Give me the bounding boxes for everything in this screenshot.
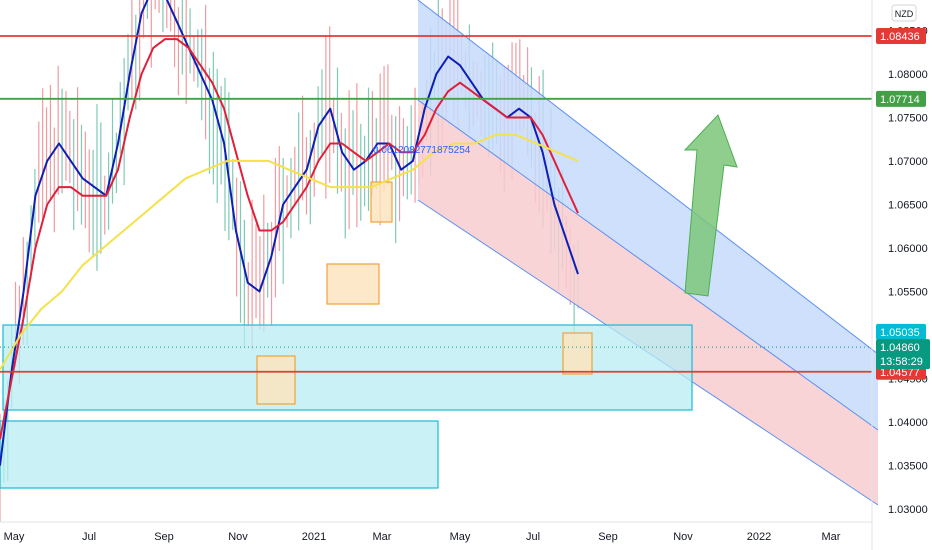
x-tick-label: May [4, 531, 25, 543]
channel-top-line [417, 0, 879, 355]
channel-upper-zone [418, 0, 878, 430]
order-block [562, 332, 593, 375]
x-tick-label: Nov [228, 531, 248, 543]
x-tick-label: Jul [526, 531, 540, 543]
measure-annotation: 0.0612082771875254 [373, 145, 471, 156]
y-tick-label: 1.06000 [888, 243, 928, 255]
x-tick-label: Mar [822, 531, 841, 543]
channel-mid-line [417, 99, 879, 431]
x-axis: May Jul Sep Nov 2021 Mar May Jul Sep Nov 2022 Mar [4, 531, 841, 543]
order-block [256, 355, 296, 405]
current-price-label: 1.04860 [880, 342, 920, 354]
countdown-label: 13:58:29 [880, 356, 923, 368]
x-tick-label: Sep [154, 531, 174, 543]
current-price-badge [876, 339, 930, 370]
price-badge-label: 1.07714 [880, 94, 920, 106]
y-tick-label: 1.08000 [888, 69, 928, 81]
x-tick-label: 2022 [747, 531, 771, 543]
moving-average-line [0, 0, 579, 466]
y-tick-label: 1.06500 [888, 199, 928, 211]
x-tick-label: Sep [598, 531, 618, 543]
bullish-arrow [683, 114, 738, 297]
x-tick-label: Mar [373, 531, 392, 543]
y-tick-label: 1.04000 [888, 417, 928, 429]
order-block [370, 181, 393, 223]
price-badge [876, 28, 926, 45]
price-badge-label: 1.05035 [880, 327, 920, 339]
price-levels [0, 35, 872, 373]
y-tick-label: 1.07500 [888, 112, 928, 124]
x-tick-label: 2021 [302, 531, 326, 543]
drawings [0, 0, 879, 506]
channel-lower-zone [418, 100, 878, 505]
y-tick-label: 1.05500 [888, 286, 928, 298]
price-badge-label: 1.04577 [880, 367, 920, 379]
x-tick-label: May [450, 531, 471, 543]
price-badge-label: 1.08436 [880, 31, 920, 43]
y-axis: 1.085001.080001.075001.070001.065001.060… [888, 25, 928, 516]
price-badge [876, 323, 926, 340]
moving-average-line [0, 133, 579, 371]
demand-zone-lower [0, 420, 439, 489]
y-tick-label: 1.03000 [888, 504, 928, 516]
currency-tag-box [891, 4, 917, 22]
y-tick-label: 1.03500 [888, 460, 928, 472]
currency-tag[interactable]: NZD [891, 4, 917, 22]
currency-tag-label: NZD [895, 9, 914, 19]
x-tick-label: Jul [82, 531, 96, 543]
price-badge [876, 90, 926, 107]
price-badges: 1.08436 1.07714 1.05035 1.04577 1.04860 13:58… [876, 28, 930, 380]
order-block [326, 263, 380, 305]
y-tick-label: 1.07000 [888, 156, 928, 168]
x-tick-label: Nov [673, 531, 693, 543]
